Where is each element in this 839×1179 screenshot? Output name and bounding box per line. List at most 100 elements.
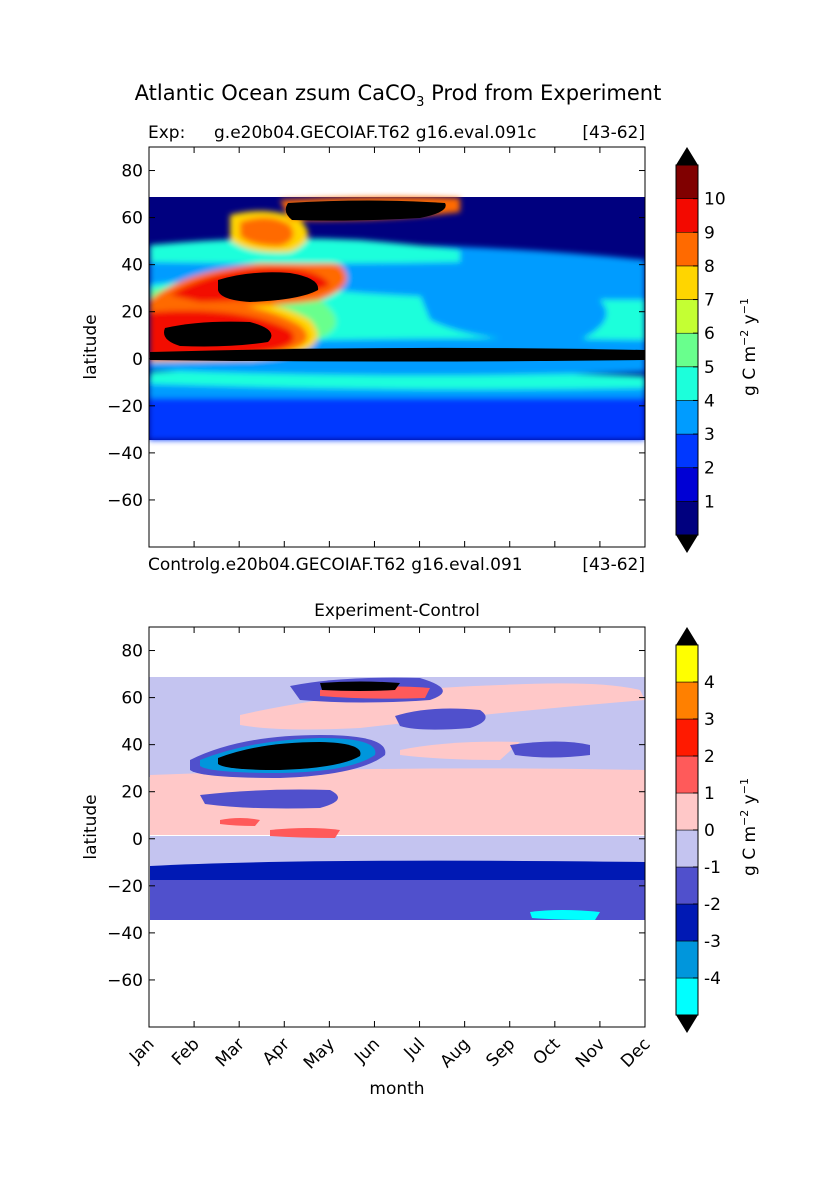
colorbar-swatch [675, 866, 699, 905]
colorbar-tick-label: -1 [704, 858, 721, 878]
colorbar-frame [675, 164, 699, 536]
colorbar-tick-label: 3 [704, 710, 715, 730]
top-xlabel: Controlg.e20b04.GECOIAF.T62 g16.eval.091 [148, 555, 523, 575]
colorbar-swatch [675, 198, 699, 233]
x-tick-label: Sep [482, 1034, 519, 1071]
colorbar-extend-max [676, 627, 698, 645]
x-tick-label: Aug [437, 1034, 475, 1072]
colorbar-swatch [675, 644, 699, 683]
top-colorbar: 1 2 3 4 5 6 7 8 9 10 [675, 147, 726, 553]
bottom-blue-40n [510, 741, 590, 758]
bottom-plot-frame [148, 626, 646, 1028]
colorbar-extend-min [676, 1015, 698, 1033]
colorbar-tick-label: 2 [704, 747, 715, 767]
colorbar-tick-label: 0 [704, 821, 715, 841]
colorbar-extend-min [676, 535, 698, 553]
bottom-band-pink [150, 768, 645, 835]
top-max-10n [164, 321, 272, 347]
colorbar-swatch [675, 299, 699, 334]
bottom-blue-50n [395, 708, 486, 730]
figure-title: Atlantic Ocean zsum CaCO3 Prod from Expe… [135, 81, 662, 110]
top-xlabel-right: [43-62] [582, 555, 645, 575]
bottom-pink-20n-right [590, 797, 645, 804]
top-y-axis: 80 60 40 20 0 −20 −40 −60 [107, 147, 646, 547]
y-tick-label: −20 [107, 397, 143, 417]
y-tick-label: 40 [121, 256, 143, 276]
colorbar-tick-label: 9 [704, 223, 715, 243]
bottom-ylabel: latitude [81, 794, 101, 859]
x-tick-label: May [300, 1034, 339, 1073]
colorbar-tick-label: -3 [704, 932, 721, 952]
colorbar-swatch [675, 232, 699, 267]
bottom-pink-highlat [240, 683, 645, 730]
bottom-contour-field [149, 677, 645, 920]
top-panel: Exp: g.e20b04.GECOIAF.T62 g16.eval.091c … [81, 123, 760, 575]
bottom-title: Experiment-Control [314, 601, 480, 621]
bottom-xlabel: month [369, 1079, 424, 1099]
colorbar-swatch [675, 829, 699, 868]
colorbar-swatch [675, 681, 699, 720]
x-tick-label: Jan [125, 1034, 158, 1067]
colorbar-swatch [675, 265, 699, 300]
top-ylabel: latitude [81, 314, 101, 379]
y-tick-label: −60 [107, 491, 143, 511]
x-tick-label: Apr [259, 1034, 294, 1069]
colorbar-swatch [675, 400, 699, 435]
colorbar-tick-label: 8 [704, 257, 715, 277]
colorbar-swatch [675, 977, 699, 1016]
colorbar-tick-label: 1 [704, 784, 715, 804]
colorbar-swatch [675, 792, 699, 831]
y-tick-label: 40 [121, 736, 143, 756]
y-tick-label: −20 [107, 877, 143, 897]
colorbar-tick-label: 6 [704, 324, 715, 344]
top-contour-field [149, 196, 645, 440]
colorbar-swatch [675, 755, 699, 794]
top-title-left: Exp: [148, 123, 185, 143]
colorbar-tick-label: -2 [704, 895, 721, 915]
y-tick-label: 20 [121, 303, 143, 323]
colorbar-tick-label: 4 [704, 673, 715, 693]
colorbar-swatch [675, 940, 699, 979]
y-tick-label: 0 [132, 350, 143, 370]
bottom-blue-20n [200, 789, 338, 809]
colorbar-swatch [675, 501, 699, 536]
bottom-colorbar-label: g C m−2 y−1 [738, 778, 760, 876]
top-title-center: g.e20b04.GECOIAF.T62 g16.eval.091c [214, 123, 536, 143]
colorbar-tick-label: 3 [704, 425, 715, 445]
top-title-right: [43-62] [582, 123, 645, 143]
bottom-y-axis: 80 60 40 20 0 −20 −40 −60 [107, 642, 645, 991]
bottom-pink-50n [400, 741, 520, 760]
x-tick-label: Feb [168, 1034, 203, 1069]
bottom-cyan-30s [530, 910, 600, 920]
colorbar-tick-label: 7 [704, 291, 715, 311]
top-max-60n [285, 200, 446, 221]
y-tick-label: −60 [107, 971, 143, 991]
x-tick-label: Oct [529, 1034, 564, 1069]
colorbar-swatch [675, 164, 699, 199]
colorbar-extend-max [676, 147, 698, 165]
bottom-black-65n [320, 681, 400, 691]
top-plot-frame [148, 146, 646, 548]
bottom-colorbar: 4 3 2 1 0 -1 -2 -3 -4 [675, 627, 721, 1033]
x-tick-label: Mar [212, 1034, 249, 1071]
colorbar-swatch [675, 332, 699, 368]
colorbar-swatch [675, 718, 699, 757]
y-tick-label: 60 [121, 689, 143, 709]
top-hl-green [150, 238, 460, 264]
top-south-band-1 [149, 390, 645, 440]
x-tick-label: Nov [572, 1034, 610, 1072]
y-tick-label: 20 [121, 783, 143, 803]
x-tick-label: Dec [617, 1034, 654, 1071]
colorbar-tick-label: 10 [704, 190, 726, 210]
bottom-band-lavender-eq [150, 836, 645, 868]
x-tick-label: Jul [400, 1034, 429, 1063]
top-max-equator [150, 347, 645, 362]
top-gyre-cyan [420, 283, 607, 341]
colorbar-tick-label: 5 [704, 358, 715, 378]
bottom-black-35n [218, 742, 361, 770]
bottom-red-10n [220, 818, 260, 826]
colorbar-tick-label: -4 [704, 969, 721, 989]
top-max-30n [218, 272, 319, 302]
y-tick-label: 60 [121, 209, 143, 229]
